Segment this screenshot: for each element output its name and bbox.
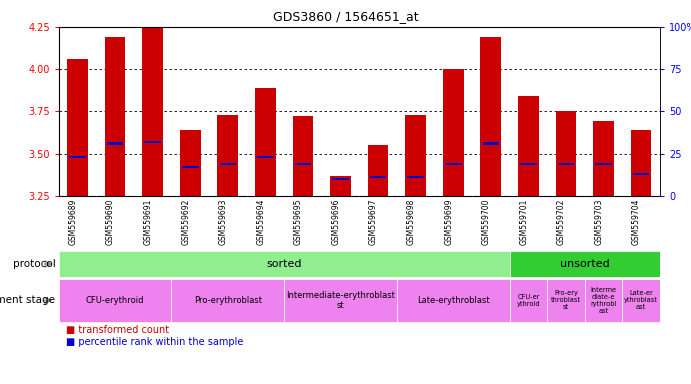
Text: GSM559694: GSM559694 [256,199,265,245]
Text: GSM559698: GSM559698 [407,199,416,245]
Bar [255,88,276,196]
Bar [182,166,198,168]
Text: protocol: protocol [12,259,55,269]
Text: GSM559692: GSM559692 [181,199,190,245]
Text: CFU-erythroid: CFU-erythroid [86,296,144,305]
Text: Pro-ery
throblast
st: Pro-ery throblast st [551,290,581,311]
Bar [330,175,351,196]
Text: GSM559703: GSM559703 [594,199,603,245]
Bar [220,162,236,165]
Bar [556,111,576,196]
Text: GSM559691: GSM559691 [144,199,153,245]
Bar [406,115,426,196]
Bar [294,162,311,165]
Text: Pro-erythroblast: Pro-erythroblast [193,296,262,305]
Text: GSM559690: GSM559690 [106,199,115,245]
Bar [518,96,539,196]
Text: GSM559693: GSM559693 [219,199,228,245]
Bar [144,141,161,143]
Bar [520,162,537,165]
Bar [218,115,238,196]
Text: development stage: development stage [0,295,55,306]
Bar [332,178,349,180]
Bar [284,279,397,322]
Text: GSM559702: GSM559702 [557,199,566,245]
Text: ■ percentile rank within the sample: ■ percentile rank within the sample [66,337,243,347]
Bar [105,37,126,196]
Bar [509,251,660,277]
Text: Late-erythroblast: Late-erythroblast [417,296,489,305]
Bar [445,162,462,165]
Text: GSM559697: GSM559697 [369,199,378,245]
Bar [370,176,386,179]
Text: Interme
diate-e
rythrobl
ast: Interme diate-e rythrobl ast [590,287,617,314]
Bar [67,59,88,196]
Text: GSM559704: GSM559704 [632,199,641,245]
Bar [408,176,424,179]
Bar [107,142,124,145]
Bar [482,142,499,145]
Bar [257,156,274,158]
Bar [368,145,388,196]
Bar [623,279,660,322]
Bar [69,156,86,158]
Bar [397,279,509,322]
Text: unsorted: unsorted [560,259,609,269]
Bar [547,279,585,322]
Text: GSM559701: GSM559701 [520,199,529,245]
Text: sorted: sorted [267,259,302,269]
Text: CFU-er
ythroid: CFU-er ythroid [517,294,540,307]
Text: GSM559695: GSM559695 [294,199,303,245]
Bar [180,130,200,196]
Text: Late-er
ythroblast
ast: Late-er ythroblast ast [624,290,658,311]
Text: GSM559700: GSM559700 [482,199,491,245]
Bar [595,162,612,165]
Text: GSM559689: GSM559689 [68,199,77,245]
Bar [558,162,574,165]
Bar [631,130,652,196]
Bar [585,279,623,322]
Bar [292,116,313,196]
Bar [633,173,650,175]
Bar [59,279,171,322]
Bar [142,27,163,196]
Bar [443,69,464,196]
Bar [593,121,614,196]
Bar [509,279,547,322]
Text: GDS3860 / 1564651_at: GDS3860 / 1564651_at [273,10,418,23]
Text: Intermediate-erythroblast
st: Intermediate-erythroblast st [286,291,395,310]
Bar [480,37,501,196]
Text: GSM559699: GSM559699 [444,199,453,245]
Bar [171,279,284,322]
Text: ■ transformed count: ■ transformed count [66,325,169,335]
Bar [59,251,509,277]
Text: GSM559696: GSM559696 [332,199,341,245]
